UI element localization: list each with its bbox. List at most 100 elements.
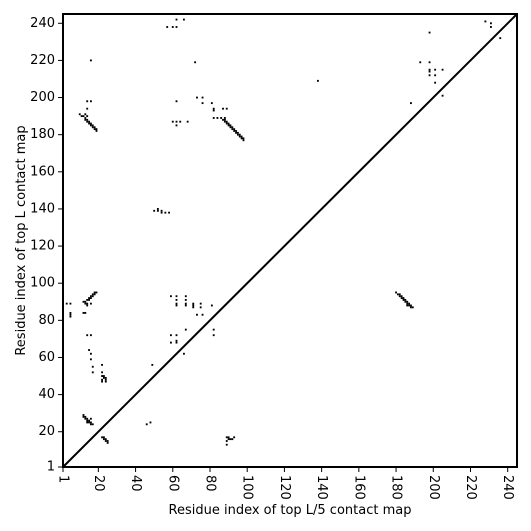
contact-point	[164, 211, 167, 214]
contact-point	[201, 313, 204, 316]
contact-point	[404, 300, 407, 303]
contact-point	[89, 59, 92, 62]
contact-point	[212, 334, 215, 337]
contact-point	[428, 74, 431, 77]
contact-point	[225, 120, 228, 123]
contact-point	[89, 297, 92, 299]
contact-point	[103, 438, 105, 441]
contact-point	[93, 293, 96, 296]
y-tick-label: 160	[30, 164, 55, 179]
contact-point	[171, 26, 174, 28]
contact-point	[242, 137, 245, 140]
contact-point	[225, 443, 228, 446]
contact-point	[210, 102, 213, 105]
contact-point	[104, 380, 107, 383]
contact-point	[225, 440, 228, 442]
y-tick-label: 100	[30, 276, 55, 291]
contact-point	[95, 291, 98, 294]
contact-point	[86, 100, 89, 103]
contact-point	[88, 122, 90, 125]
x-tick-label: 20	[91, 475, 106, 492]
contact-point	[227, 438, 230, 441]
contact-point	[406, 304, 409, 307]
y-tick-label: 220	[30, 53, 55, 68]
contact-point	[199, 302, 202, 305]
y-tick-label: 80	[38, 313, 55, 328]
contact-point	[88, 421, 90, 424]
contact-point	[212, 328, 215, 331]
contact-point	[169, 341, 172, 344]
contact-point	[238, 133, 241, 136]
contact-point	[89, 302, 92, 305]
contact-point	[201, 96, 204, 99]
contact-point	[65, 302, 68, 305]
contact-point	[82, 300, 85, 303]
contact-point	[229, 124, 232, 127]
contact-point	[149, 421, 152, 424]
contact-point	[236, 133, 239, 136]
contact-point	[179, 120, 182, 123]
contact-point	[199, 306, 202, 309]
contact-point	[88, 120, 90, 123]
x-tick-label: 140	[314, 475, 329, 500]
contact-point	[84, 118, 87, 121]
contact-point	[225, 436, 228, 439]
contact-point	[86, 417, 89, 420]
x-axis-title: Residue index of top L/5 contact map	[169, 503, 412, 518]
contact-point	[104, 376, 107, 379]
contact-point	[222, 118, 224, 121]
contact-point	[88, 298, 90, 301]
contact-point	[103, 436, 105, 439]
contact-point	[86, 298, 89, 301]
contact-point	[175, 18, 178, 21]
contact-point	[89, 100, 92, 103]
contact-point	[240, 135, 243, 138]
contact-point	[91, 423, 94, 426]
contact-point	[175, 334, 178, 337]
contact-point	[95, 128, 98, 131]
contact-point	[186, 120, 189, 123]
contact-point	[402, 298, 405, 301]
contact-point	[316, 79, 319, 82]
contact-point	[93, 291, 96, 294]
contact-point	[84, 415, 87, 418]
contact-point	[490, 22, 492, 25]
contact-point	[84, 117, 87, 119]
contact-point	[231, 438, 234, 441]
contact-point	[183, 18, 185, 21]
contact-point	[225, 122, 228, 125]
contact-point	[400, 295, 403, 298]
contact-point	[428, 31, 431, 34]
y-tick-label: 180	[30, 127, 55, 142]
contact-point	[82, 414, 85, 416]
contact-point	[93, 126, 96, 129]
contact-point	[400, 297, 403, 299]
contact-point	[220, 117, 223, 119]
contact-point	[229, 438, 232, 441]
contact-point	[104, 438, 107, 441]
contact-point	[428, 70, 431, 73]
contact-point	[106, 441, 109, 444]
contact-point	[396, 293, 399, 296]
contact-point	[410, 306, 412, 309]
contact-point	[103, 375, 105, 377]
y-tick-label: 240	[30, 16, 55, 31]
contact-point	[156, 209, 159, 212]
contact-point	[69, 313, 72, 316]
contact-point	[101, 375, 103, 377]
contact-point	[82, 115, 85, 118]
contact-point	[441, 68, 444, 71]
contact-point	[175, 26, 178, 28]
contact-point	[227, 122, 230, 125]
contact-point	[175, 124, 178, 127]
contact-point	[171, 120, 174, 123]
contact-point	[89, 334, 92, 337]
contact-point	[212, 107, 215, 110]
contact-point	[166, 26, 169, 28]
contact-point	[89, 417, 92, 420]
contact-point	[89, 421, 92, 424]
contact-point	[168, 211, 170, 214]
contact-point	[410, 102, 412, 105]
contact-point	[86, 120, 89, 123]
